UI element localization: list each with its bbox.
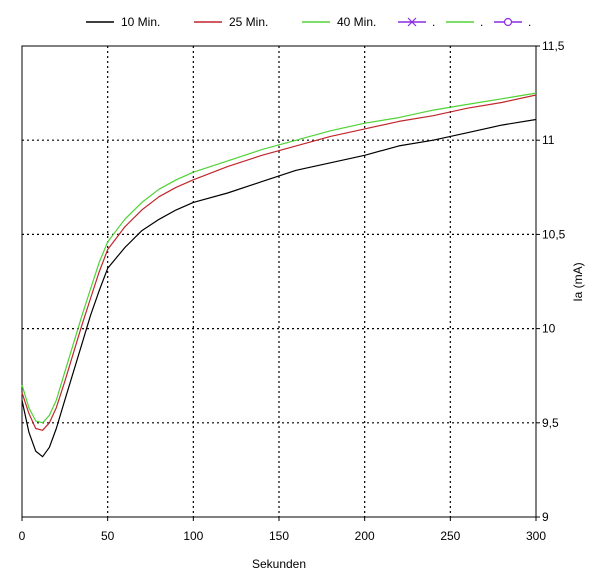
series-line-1: [21, 118, 537, 458]
series-line-2: [21, 94, 537, 431]
x-tick-label: 50: [101, 529, 115, 543]
legend: 10 Min. 25 Min. 40 Min....: [86, 15, 531, 29]
grid: [22, 46, 536, 517]
y-tick-label: 9,5: [542, 416, 559, 430]
y-tick-label: 10: [542, 322, 556, 336]
legend-marker-x: [407, 17, 417, 27]
legend-label: .: [480, 15, 483, 29]
y-tick-label: 10,5: [542, 227, 566, 241]
x-tick-label: 150: [269, 529, 289, 543]
y-ticks: 9 9,5 10 10,5 11 11,5: [536, 39, 566, 524]
y-tick-label: 11: [542, 133, 555, 147]
x-tick-label: 100: [183, 529, 203, 543]
y-axis-label: Ia (mA): [571, 262, 585, 301]
y-tick-label: 11,5: [542, 39, 565, 53]
legend-label: .: [528, 15, 531, 29]
x-tick-label: 300: [526, 529, 546, 543]
legend-label: 25 Min.: [229, 15, 268, 29]
series-line-3: [21, 92, 537, 424]
series-layer: [21, 92, 537, 458]
x-axis-label: Sekunden: [252, 557, 306, 571]
x-ticks: 0 50 100 150 200 250 300: [19, 517, 546, 543]
legend-label: .: [432, 15, 435, 29]
legend-label: 10 Min.: [121, 15, 160, 29]
legend-marker-circle: [503, 17, 513, 27]
x-tick-label: 0: [19, 529, 26, 543]
y-tick-label: 9: [542, 510, 549, 524]
x-tick-label: 200: [355, 529, 375, 543]
legend-label: 40 Min.: [337, 15, 376, 29]
x-tick-label: 250: [440, 529, 460, 543]
